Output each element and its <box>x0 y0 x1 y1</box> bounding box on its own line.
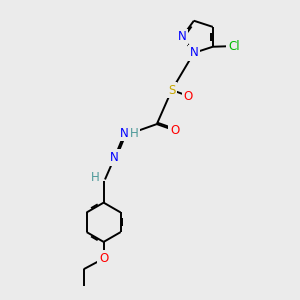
Text: N: N <box>190 46 198 59</box>
Text: S: S <box>168 83 176 97</box>
Text: N: N <box>178 30 187 43</box>
Text: H: H <box>91 171 100 184</box>
Text: H: H <box>130 127 139 140</box>
Text: O: O <box>99 252 108 265</box>
Text: O: O <box>184 89 193 103</box>
Text: N: N <box>120 127 129 140</box>
Text: O: O <box>170 124 179 137</box>
Text: N: N <box>110 151 119 164</box>
Text: Cl: Cl <box>228 40 240 53</box>
